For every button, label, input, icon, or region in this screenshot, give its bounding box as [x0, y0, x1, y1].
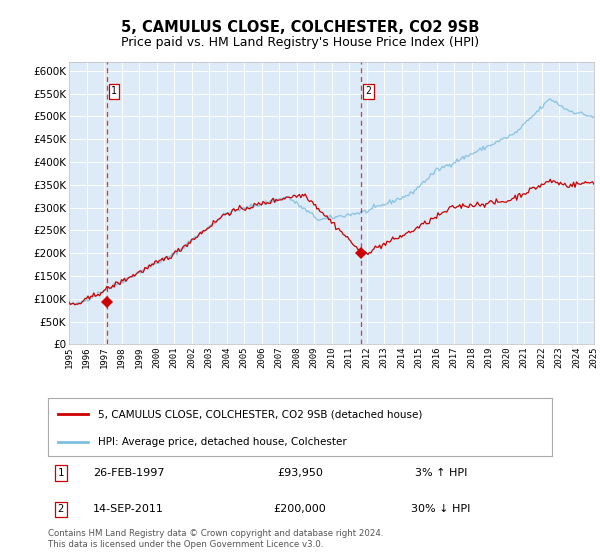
Text: £93,950: £93,950: [277, 468, 323, 478]
Text: 2002: 2002: [187, 347, 196, 368]
Text: 2020: 2020: [502, 347, 511, 368]
Text: HPI: Average price, detached house, Colchester: HPI: Average price, detached house, Colc…: [98, 437, 347, 447]
Text: 2023: 2023: [554, 347, 563, 368]
Text: 2000: 2000: [152, 347, 161, 368]
Text: 14-SEP-2011: 14-SEP-2011: [93, 505, 164, 515]
Text: 1999: 1999: [134, 347, 143, 368]
Text: 2019: 2019: [485, 347, 493, 368]
Text: 1998: 1998: [117, 347, 126, 368]
Text: £200,000: £200,000: [274, 505, 326, 515]
Text: 2017: 2017: [449, 347, 458, 368]
Text: 2001: 2001: [170, 347, 179, 368]
Text: 2006: 2006: [257, 347, 266, 368]
Text: 2021: 2021: [520, 347, 529, 368]
Text: 2025: 2025: [589, 347, 599, 368]
Text: 2007: 2007: [275, 347, 284, 368]
Text: 1997: 1997: [100, 347, 109, 368]
Text: 2004: 2004: [222, 347, 231, 368]
Text: Contains HM Land Registry data © Crown copyright and database right 2024.
This d: Contains HM Land Registry data © Crown c…: [48, 529, 383, 549]
Text: 2016: 2016: [432, 347, 441, 368]
Text: 2: 2: [58, 505, 64, 515]
Text: Price paid vs. HM Land Registry's House Price Index (HPI): Price paid vs. HM Land Registry's House …: [121, 36, 479, 49]
Text: 2012: 2012: [362, 347, 371, 368]
Text: 30% ↓ HPI: 30% ↓ HPI: [412, 505, 471, 515]
Text: 1996: 1996: [82, 347, 91, 368]
Text: 3% ↑ HPI: 3% ↑ HPI: [415, 468, 467, 478]
Text: 2024: 2024: [572, 347, 581, 368]
Text: 2: 2: [366, 86, 371, 96]
Text: 2014: 2014: [397, 347, 406, 368]
Text: 2018: 2018: [467, 347, 476, 368]
Text: 2013: 2013: [380, 347, 389, 368]
Text: 2003: 2003: [205, 347, 214, 368]
Text: 2005: 2005: [239, 347, 248, 368]
Text: 1995: 1995: [65, 347, 74, 368]
Text: 1: 1: [111, 86, 117, 96]
Text: 5, CAMULUS CLOSE, COLCHESTER, CO2 9SB (detached house): 5, CAMULUS CLOSE, COLCHESTER, CO2 9SB (d…: [98, 409, 423, 419]
Text: 2015: 2015: [415, 347, 424, 368]
Text: 2011: 2011: [344, 347, 353, 368]
Text: 1: 1: [58, 468, 64, 478]
Text: 2008: 2008: [292, 347, 301, 368]
Text: 26-FEB-1997: 26-FEB-1997: [93, 468, 164, 478]
Text: 5, CAMULUS CLOSE, COLCHESTER, CO2 9SB: 5, CAMULUS CLOSE, COLCHESTER, CO2 9SB: [121, 20, 479, 35]
Text: 2009: 2009: [310, 347, 319, 368]
Text: 2022: 2022: [537, 347, 546, 368]
Text: 2010: 2010: [327, 347, 336, 368]
